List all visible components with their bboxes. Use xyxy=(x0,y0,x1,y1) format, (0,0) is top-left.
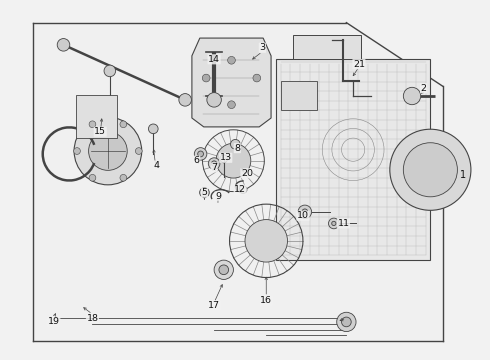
Text: 7: 7 xyxy=(211,163,217,172)
Circle shape xyxy=(219,265,229,275)
Text: 17: 17 xyxy=(208,301,220,310)
Circle shape xyxy=(298,205,312,219)
Circle shape xyxy=(403,143,457,197)
Circle shape xyxy=(207,93,221,107)
Circle shape xyxy=(239,186,247,194)
Circle shape xyxy=(148,124,158,134)
Text: 21: 21 xyxy=(353,60,365,69)
Text: 2: 2 xyxy=(420,84,427,93)
Circle shape xyxy=(220,155,228,163)
Text: 15: 15 xyxy=(94,127,106,136)
Polygon shape xyxy=(192,38,271,127)
Circle shape xyxy=(89,174,96,181)
Circle shape xyxy=(202,74,210,82)
Circle shape xyxy=(208,158,220,169)
Circle shape xyxy=(337,312,356,332)
Circle shape xyxy=(390,129,471,210)
Text: 12: 12 xyxy=(234,185,246,194)
Circle shape xyxy=(328,218,339,229)
Text: 8: 8 xyxy=(234,144,240,153)
Circle shape xyxy=(89,121,96,128)
Circle shape xyxy=(195,148,207,160)
Text: 9: 9 xyxy=(215,192,221,201)
Text: 5: 5 xyxy=(201,188,207,197)
Circle shape xyxy=(342,317,351,327)
Circle shape xyxy=(302,209,308,215)
Circle shape xyxy=(199,188,209,197)
Text: 6: 6 xyxy=(194,156,200,165)
Bar xyxy=(276,59,430,260)
Circle shape xyxy=(245,220,288,262)
Text: 19: 19 xyxy=(48,318,60,327)
Text: 14: 14 xyxy=(208,55,220,64)
Circle shape xyxy=(89,132,127,170)
Text: 11: 11 xyxy=(338,219,349,228)
Text: 13: 13 xyxy=(220,153,232,162)
Circle shape xyxy=(120,121,127,128)
Circle shape xyxy=(202,191,206,194)
Circle shape xyxy=(228,57,235,64)
Text: 16: 16 xyxy=(260,296,272,305)
Circle shape xyxy=(253,74,261,82)
Circle shape xyxy=(197,151,203,157)
Text: 3: 3 xyxy=(259,43,266,52)
Circle shape xyxy=(216,143,251,178)
Bar xyxy=(294,35,361,59)
Text: 10: 10 xyxy=(297,211,309,220)
Circle shape xyxy=(120,174,127,181)
Text: 4: 4 xyxy=(153,161,159,170)
Circle shape xyxy=(403,87,421,105)
Bar xyxy=(76,95,117,139)
Circle shape xyxy=(57,39,70,51)
Circle shape xyxy=(211,161,217,166)
Text: 1: 1 xyxy=(460,170,466,180)
Circle shape xyxy=(179,94,192,106)
Circle shape xyxy=(135,148,142,154)
Circle shape xyxy=(214,260,233,279)
Circle shape xyxy=(74,148,80,154)
Bar xyxy=(281,81,318,109)
Circle shape xyxy=(230,139,240,149)
Text: 18: 18 xyxy=(86,314,98,323)
Circle shape xyxy=(104,65,116,77)
Circle shape xyxy=(74,117,142,185)
Circle shape xyxy=(228,101,235,109)
Text: 20: 20 xyxy=(241,169,253,178)
Circle shape xyxy=(332,221,336,226)
PathPatch shape xyxy=(33,23,443,341)
